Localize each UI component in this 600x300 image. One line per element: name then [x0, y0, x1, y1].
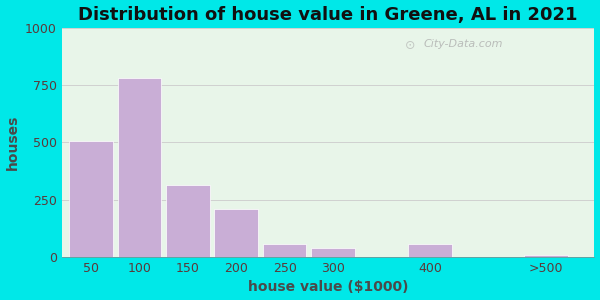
Bar	[311, 248, 355, 257]
Y-axis label: houses: houses	[5, 115, 20, 170]
Bar	[408, 244, 452, 257]
Bar	[263, 244, 307, 257]
X-axis label: house value ($1000): house value ($1000)	[248, 280, 409, 294]
Bar	[69, 141, 113, 257]
Title: Distribution of house value in Greene, AL in 2021: Distribution of house value in Greene, A…	[79, 6, 578, 24]
Text: ⊙: ⊙	[406, 39, 416, 52]
Bar	[166, 185, 209, 257]
Text: City-Data.com: City-Data.com	[424, 39, 503, 49]
Bar	[118, 78, 161, 257]
Bar	[214, 209, 258, 257]
Bar	[524, 255, 568, 257]
